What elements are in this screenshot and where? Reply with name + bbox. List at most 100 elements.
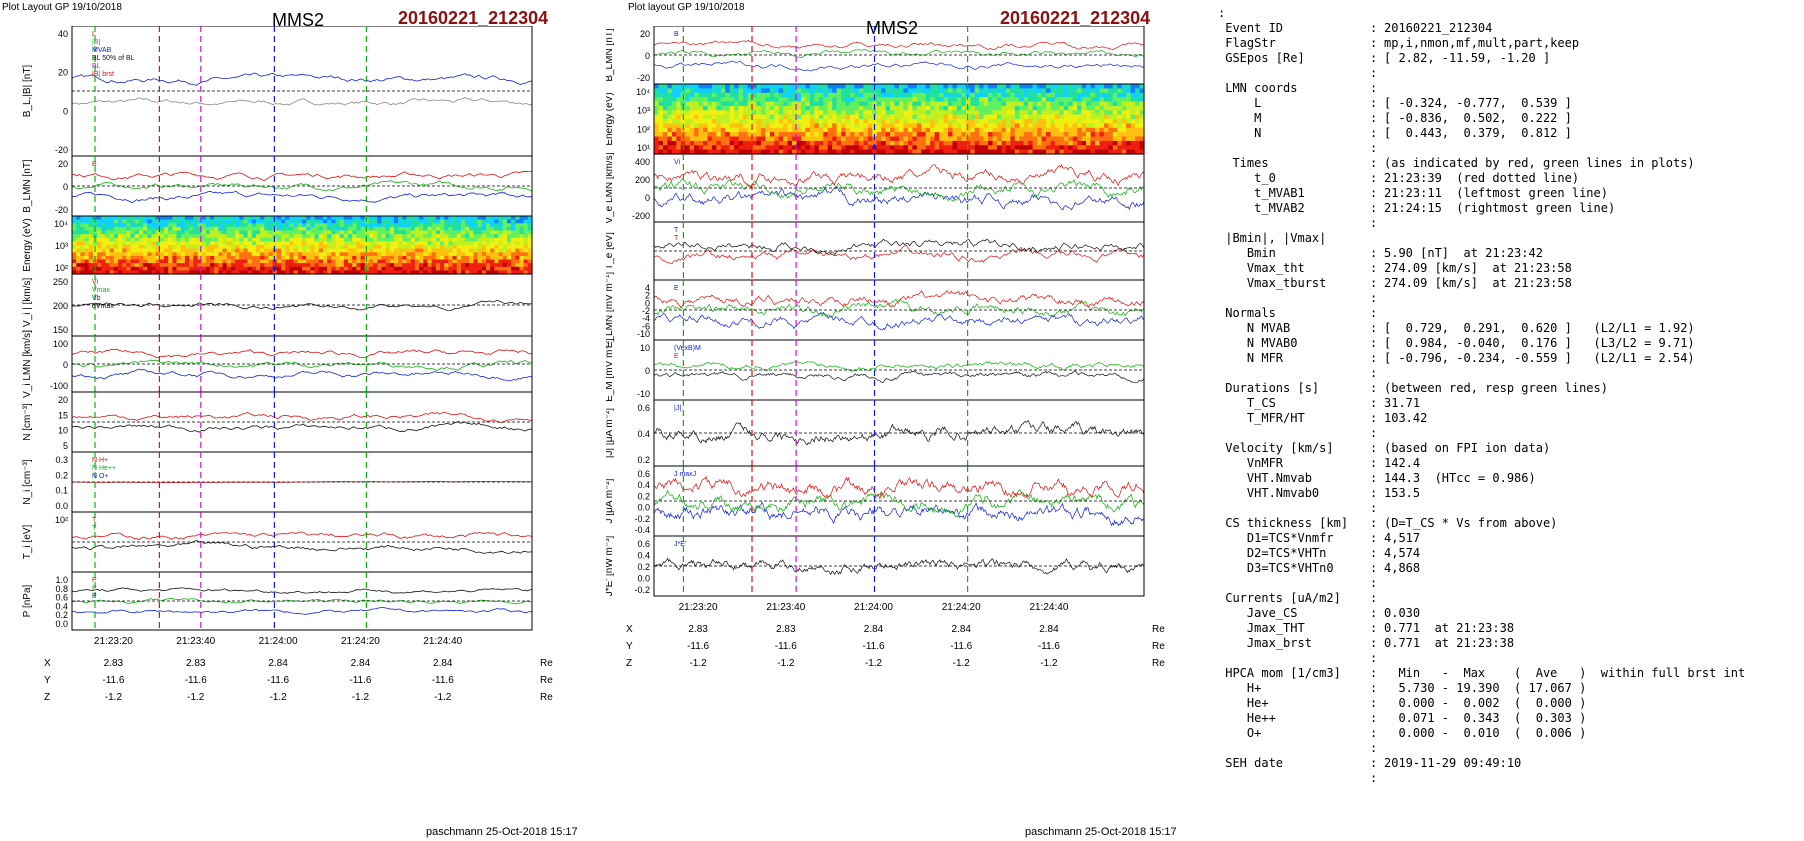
panel-3-spectrogram-cell — [352, 241, 357, 246]
panel-2-spectrogram-cell — [1117, 101, 1123, 107]
panel-3-spectrogram-cell — [193, 252, 199, 257]
panel-3-spectrogram-cell — [322, 266, 328, 271]
panel-3-spectrogram-cell — [368, 241, 374, 246]
panel-2-spectrogram-cell — [1139, 88, 1145, 94]
panel-3-spectrogram-cell — [105, 234, 111, 239]
panel-2-spectrogram-cell — [752, 136, 758, 142]
info-row: Jmax_THT:0.771 at 21:23:38 — [1218, 621, 1800, 636]
panel-tick-label: -100 — [50, 381, 68, 391]
panel-2-spectrogram-cell — [765, 132, 771, 138]
panel-3-spectrogram-cell — [184, 237, 190, 242]
panel-3-spectrogram-cell — [452, 245, 458, 250]
panel-2-spectrogram-cell — [956, 101, 962, 107]
panel-3-spectrogram-cell — [343, 248, 349, 253]
panel-2-spectrogram-cell — [756, 97, 762, 103]
panel-2-spectrogram-cell — [1090, 92, 1096, 98]
panel-2-spectrogram-cell — [827, 101, 833, 107]
info-row: : — [1218, 6, 1800, 21]
panel-3-spectrogram-cell — [481, 230, 487, 235]
panel-3-spectrogram-cell — [414, 270, 420, 275]
panel-3-spectrogram-cell — [348, 263, 353, 268]
panel-3-spectrogram-cell — [506, 255, 512, 261]
panel-2-spectrogram-cell — [961, 136, 967, 142]
panel-3-spectrogram-cell — [394, 248, 399, 253]
coord-value: 2.84 — [268, 658, 288, 669]
panel-3-spectrogram-cell — [486, 270, 491, 275]
panel-2-spectrogram-cell — [1046, 84, 1052, 89]
panel-2-spectrogram-cell — [1081, 145, 1087, 151]
panel-3-spectrogram-cell — [159, 255, 165, 261]
panel-3-spectrogram-cell — [72, 270, 77, 275]
panel-2-spectrogram-cell — [903, 114, 909, 120]
panel-2-spectrogram-cell — [694, 123, 700, 129]
panel-3-spectrogram-cell — [440, 245, 445, 250]
panel-3-spectrogram-cell — [460, 245, 466, 250]
panel-2-spectrogram-cell — [1019, 101, 1025, 107]
panel-legend-entry: J maxJ — [674, 471, 696, 478]
panel-3-spectrogram-cell — [360, 219, 366, 224]
panel-2-spectrogram-cell — [1130, 101, 1136, 107]
panel-3-spectrogram-cell — [122, 226, 127, 232]
panel-3-spectrogram-cell — [243, 223, 249, 228]
panel-3-spectrogram-cell — [76, 241, 81, 246]
panel-3-spectrogram-cell — [452, 216, 458, 221]
panel-2-spectrogram-cell — [1010, 140, 1016, 146]
panel-2-spectrogram-cell — [698, 119, 704, 124]
panel-3-spectrogram-cell — [138, 266, 144, 271]
panel-3-spectrogram-cell — [293, 259, 299, 264]
panel-2-spectrogram-cell — [716, 110, 722, 116]
panel-3-spectrogram-cell — [527, 223, 533, 228]
panel-3-spectrogram-cell — [281, 259, 286, 264]
panel-2-spectrogram-cell — [1103, 97, 1109, 103]
panel-3-spectrogram-cell — [226, 219, 232, 224]
panel-2-spectrogram-cell — [707, 132, 713, 138]
info-key: Times — [1218, 156, 1269, 170]
panel-2-spectrogram-cell — [769, 119, 775, 124]
panel-3-spectrogram-cell — [176, 241, 182, 246]
panel-2-spectrogram-cell — [845, 145, 851, 151]
panel-2-spectrogram-cell — [1103, 84, 1109, 89]
panel-3-spectrogram-cell — [239, 234, 245, 239]
panel-2-spectrogram-cell — [774, 101, 780, 107]
panel-3-spectrogram-cell — [339, 245, 345, 250]
panel-3-spectrogram-cell — [373, 241, 378, 246]
panel-legend-entry: T — [674, 235, 679, 242]
panel-3-spectrogram-cell — [368, 259, 374, 264]
panel-3-spectrogram-cell — [339, 252, 345, 257]
panel-3-spectrogram-cell — [389, 219, 395, 224]
panel-3-spectrogram-cell — [105, 216, 111, 221]
panel-2-spectrogram-cell — [970, 110, 976, 116]
panel-3-spectrogram-cell — [523, 223, 529, 228]
panel-3-spectrogram-cell — [184, 241, 190, 246]
panel-3-spectrogram-cell — [285, 270, 291, 275]
panel-3-spectrogram-cell — [272, 259, 278, 264]
panel-2-spectrogram-cell — [792, 97, 798, 103]
panel-3-spectrogram-cell — [448, 252, 454, 257]
panel-3-spectrogram-cell — [473, 230, 479, 235]
panel-2-spectrogram-cell — [698, 114, 704, 120]
panel-2-spectrogram-cell — [734, 132, 740, 138]
panel-3-spectrogram-cell — [398, 245, 403, 250]
panel-2-spectrogram-cell — [729, 140, 735, 146]
panel-2-spectrogram-cell — [765, 114, 771, 120]
panel-3-spectrogram-cell — [431, 226, 437, 232]
info-row: : — [1218, 501, 1800, 516]
panel-2-spectrogram-cell — [1117, 84, 1123, 89]
panel-2-spectrogram-cell — [1014, 114, 1020, 120]
panel-3-spectrogram-cell — [322, 241, 328, 246]
panel-3-spectrogram-cell — [289, 266, 295, 271]
panel-2-spectrogram-cell — [983, 140, 989, 146]
panel-2-spectrogram-cell — [1023, 110, 1029, 116]
panel-tick-label: 0.2 — [637, 562, 650, 572]
panel-2-spectrogram-cell — [872, 127, 878, 133]
panel-3-spectrogram-cell — [268, 259, 274, 264]
panel-2-spectrogram-cell — [774, 119, 780, 124]
panel-2-spectrogram-cell — [818, 145, 824, 151]
panel-3-spectrogram-cell — [364, 245, 370, 250]
panel-3-spectrogram-cell — [302, 234, 307, 239]
panel-tick-label: 0.2 — [637, 491, 650, 501]
panel-3-spectrogram-cell — [364, 270, 370, 275]
info-key: H+ — [1218, 681, 1262, 695]
panel-3-spectrogram-cell — [109, 241, 115, 246]
panel-3-spectrogram-cell — [519, 230, 525, 235]
